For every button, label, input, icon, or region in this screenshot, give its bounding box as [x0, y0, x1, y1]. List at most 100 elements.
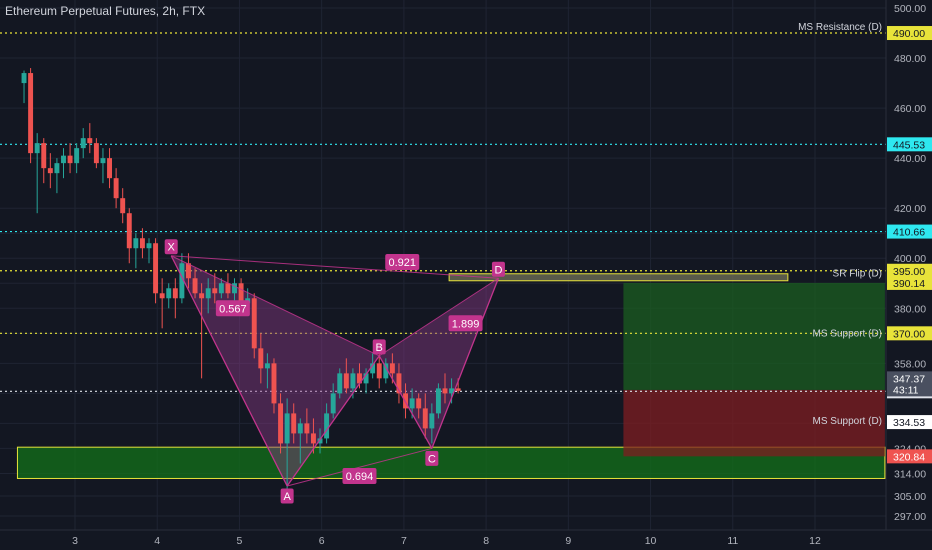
chart-zones [16, 273, 886, 479]
candle-body [258, 348, 264, 369]
candle-body [396, 373, 402, 394]
harmonic-pattern[interactable]: X A B C D 0.921 0.567 0.694 1.899 [164, 239, 505, 504]
ratio-label: 0.567 [219, 303, 247, 315]
time-tick-label: 11 [727, 535, 738, 547]
candle-body [218, 283, 224, 294]
price-tag [887, 326, 932, 341]
candle-body [93, 143, 99, 164]
time-tick-label: 7 [401, 535, 407, 547]
candle-body [212, 288, 218, 294]
candle-body [199, 293, 205, 299]
candle-body [21, 73, 27, 84]
candle-body [455, 388, 461, 391]
price-tag [887, 275, 932, 290]
candle-body [87, 138, 93, 144]
price-tag [887, 26, 932, 41]
candle-body [264, 363, 270, 369]
candle-body [330, 393, 336, 414]
ratio-label: 0.921 [388, 257, 416, 269]
candle-body [343, 373, 349, 389]
price-tag-text: 445.53 [893, 139, 925, 151]
pattern-ratio-line [378, 277, 499, 357]
level-label: MS Support (D) [813, 328, 882, 339]
price-tag-text: 320.84 [893, 451, 925, 463]
candle-body [383, 363, 389, 379]
candlestick-series [21, 68, 461, 489]
candle-body [146, 243, 152, 249]
price-tick-label: 400.00 [894, 253, 926, 265]
pattern-point-label: D [494, 264, 502, 276]
candle-body [271, 363, 277, 404]
pattern-point-label: C [428, 453, 436, 465]
price-axis[interactable]: 297.00305.00314.00324.00358.00380.00400.… [885, 0, 932, 530]
price-tag [887, 224, 932, 239]
price-tick-label: 440.00 [894, 153, 926, 165]
ratio-badge[interactable] [342, 467, 377, 484]
candle-body [232, 283, 237, 294]
time-axis[interactable]: 3 4 5 6 7 8 9 10 11 12 [0, 529, 932, 547]
candle-body [67, 155, 73, 164]
chart-title: Ethereum Perpetual Futures, 2h, FTX [5, 4, 206, 18]
price-tag-text: 347.37 [893, 373, 925, 385]
candle-body [47, 168, 53, 174]
candle-body [166, 288, 172, 299]
pattern-leg [378, 355, 433, 449]
price-tag-text: 390.14 [893, 278, 925, 290]
pattern-ratio-line [287, 447, 432, 487]
pattern-point-badge[interactable] [372, 339, 386, 355]
ratio-badge[interactable] [448, 315, 483, 332]
price-tick-label: 500.00 [894, 3, 926, 15]
candle-body [34, 143, 40, 154]
candle-body [297, 423, 303, 434]
candle-body [435, 388, 441, 414]
price-tag-text: 410.66 [893, 227, 925, 239]
candle-body [133, 238, 139, 249]
candle-body [238, 283, 244, 304]
candle-body [442, 388, 448, 394]
pattern-point-label: X [168, 242, 176, 254]
candle-body [74, 148, 80, 164]
candle-body [357, 373, 362, 384]
time-tick-label: 4 [154, 535, 160, 547]
candle-body [179, 263, 185, 299]
pattern-point-badge[interactable] [491, 261, 505, 277]
pattern-point-badge[interactable] [280, 488, 294, 504]
price-tick-label: 460.00 [894, 103, 926, 115]
candle-body [291, 413, 297, 434]
price-tick-label: 420.00 [894, 203, 926, 215]
level-label: MS Resistance (D) [798, 22, 882, 33]
candle-body [284, 413, 290, 444]
candle-body [429, 413, 435, 429]
candle-body [304, 423, 310, 434]
price-tick-label: 314.00 [894, 468, 926, 480]
candle-body [416, 398, 422, 409]
candle-body [422, 408, 428, 429]
candle-body [370, 363, 376, 374]
ratio-label: 1.899 [452, 318, 480, 330]
candle-body [376, 363, 382, 379]
candle-body [139, 238, 145, 249]
pattern-leg [286, 355, 380, 487]
candle-body [28, 73, 34, 154]
candle-body [409, 398, 415, 409]
price-axis-tags: 490.00445.53410.66395.00370.00346.82390.… [887, 26, 932, 464]
candle-body [113, 178, 119, 199]
candle-body [80, 138, 86, 149]
candle-body [251, 298, 257, 349]
ratio-badge[interactable] [385, 254, 420, 270]
pattern-point-label: B [376, 342, 383, 354]
price-tick-label: 358.00 [894, 358, 926, 370]
candle-body [317, 438, 323, 444]
time-tick-label: 10 [645, 535, 657, 547]
pattern-point-badge[interactable] [425, 450, 439, 466]
ratio-badge[interactable] [215, 300, 250, 317]
candle-body [172, 288, 178, 299]
horizontal-levels[interactable]: MS Resistance (D) SR Flip (D) MS Support (… [0, 22, 886, 427]
pattern-leg [170, 255, 288, 487]
candle-body [350, 373, 356, 389]
candle-body [449, 388, 455, 394]
price-tag-text: 334.53 [893, 417, 925, 429]
price-tag-text: 395.00 [893, 266, 925, 278]
pattern-point-badge[interactable] [164, 239, 178, 255]
